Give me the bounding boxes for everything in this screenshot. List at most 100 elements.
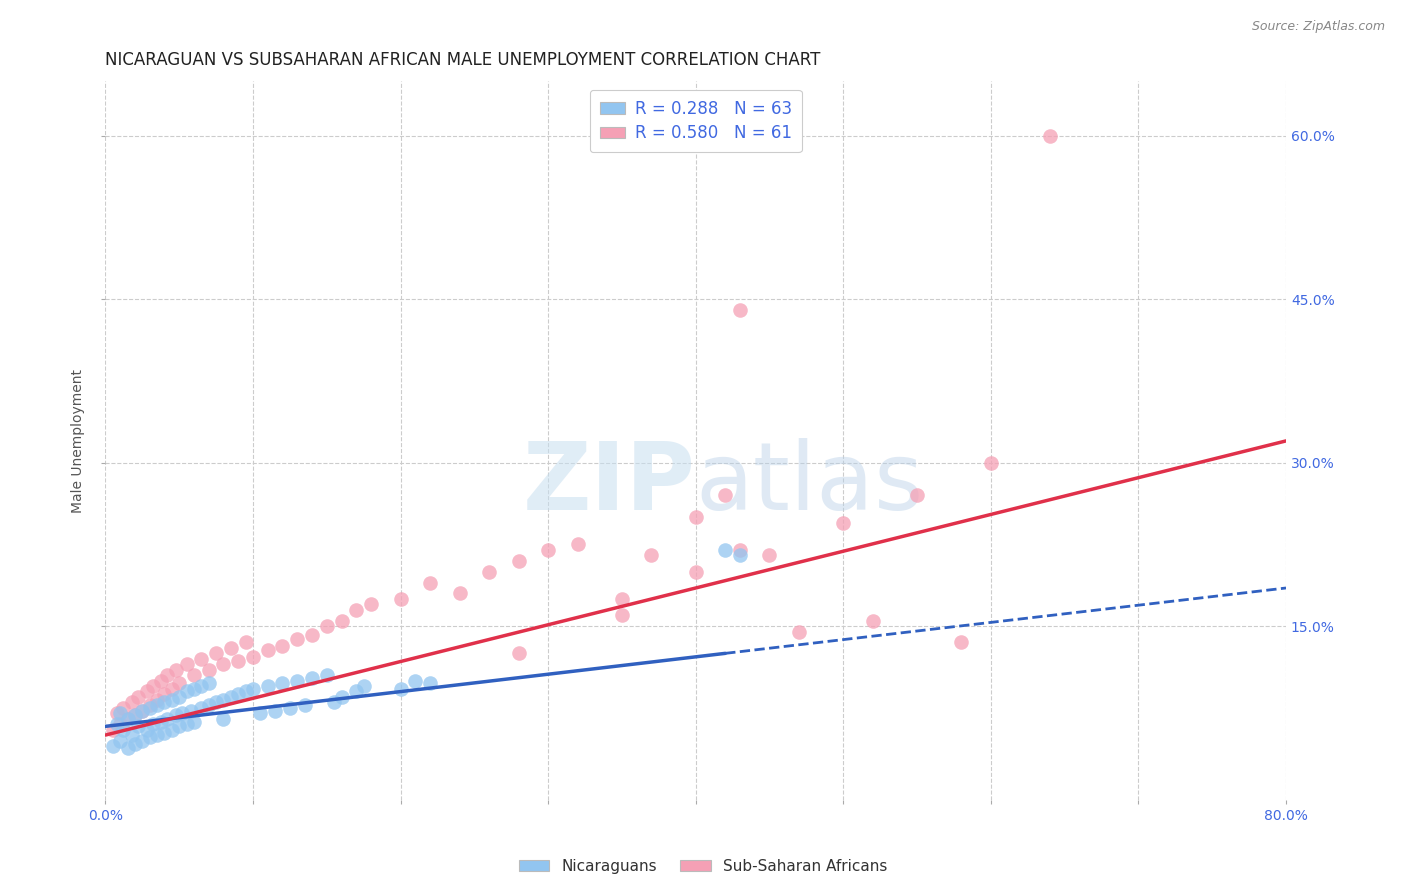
Point — [508, 646, 530, 660]
Point — [176, 684, 198, 698]
Point — [190, 701, 212, 715]
Point — [108, 733, 131, 747]
Point — [567, 537, 589, 551]
Point — [832, 516, 855, 530]
Point — [146, 698, 169, 712]
Point — [197, 698, 219, 712]
Point — [242, 682, 264, 697]
Point — [980, 456, 1002, 470]
Point — [135, 723, 157, 737]
Point — [165, 708, 187, 723]
Point — [138, 701, 160, 715]
Point — [108, 706, 131, 721]
Point — [165, 663, 187, 677]
Point — [127, 690, 149, 704]
Point — [256, 679, 278, 693]
Point — [124, 737, 146, 751]
Point — [153, 695, 176, 709]
Point — [285, 632, 308, 647]
Point — [264, 704, 287, 718]
Text: Source: ZipAtlas.com: Source: ZipAtlas.com — [1251, 20, 1385, 33]
Point — [153, 687, 176, 701]
Point — [610, 591, 633, 606]
Point — [315, 668, 337, 682]
Point — [205, 646, 228, 660]
Point — [212, 693, 235, 707]
Point — [862, 614, 884, 628]
Point — [131, 704, 153, 718]
Point — [167, 719, 190, 733]
Point — [323, 695, 346, 709]
Point — [146, 693, 169, 707]
Point — [219, 640, 242, 655]
Point — [121, 695, 143, 709]
Point — [404, 673, 426, 688]
Point — [353, 679, 375, 693]
Point — [301, 672, 323, 686]
Point — [197, 663, 219, 677]
Point — [142, 679, 165, 693]
Point — [315, 619, 337, 633]
Point — [150, 673, 173, 688]
Point — [108, 717, 131, 731]
Point — [685, 565, 707, 579]
Point — [271, 639, 294, 653]
Point — [330, 614, 353, 628]
Point — [478, 565, 501, 579]
Point — [117, 741, 139, 756]
Point — [117, 712, 139, 726]
Point — [190, 679, 212, 693]
Point — [389, 682, 412, 697]
Point — [1039, 128, 1062, 143]
Point — [242, 649, 264, 664]
Point — [728, 542, 751, 557]
Point — [180, 704, 202, 718]
Point — [285, 673, 308, 688]
Point — [905, 488, 928, 502]
Point — [146, 728, 169, 742]
Point — [105, 717, 128, 731]
Point — [212, 712, 235, 726]
Point — [127, 719, 149, 733]
Point — [728, 549, 751, 563]
Point — [271, 675, 294, 690]
Point — [167, 690, 190, 704]
Point — [112, 701, 135, 715]
Text: atlas: atlas — [696, 438, 924, 530]
Point — [226, 654, 249, 668]
Point — [278, 701, 301, 715]
Text: NICARAGUAN VS SUBSAHARAN AFRICAN MALE UNEMPLOYMENT CORRELATION CHART: NICARAGUAN VS SUBSAHARAN AFRICAN MALE UN… — [105, 51, 821, 69]
Text: ZIP: ZIP — [523, 438, 696, 530]
Point — [138, 698, 160, 712]
Point — [685, 510, 707, 524]
Legend: R = 0.288   N = 63, R = 0.580   N = 61: R = 0.288 N = 63, R = 0.580 N = 61 — [589, 90, 801, 153]
Point — [508, 554, 530, 568]
Point — [183, 682, 205, 697]
Point — [419, 675, 441, 690]
Legend: Nicaraguans, Sub-Saharan Africans: Nicaraguans, Sub-Saharan Africans — [513, 853, 893, 880]
Point — [167, 675, 190, 690]
Point — [105, 706, 128, 721]
Point — [156, 712, 179, 726]
Point — [131, 733, 153, 747]
Point — [190, 652, 212, 666]
Point — [176, 717, 198, 731]
Point — [112, 723, 135, 737]
Point — [160, 693, 183, 707]
Point — [153, 726, 176, 740]
Point — [294, 698, 316, 712]
Point — [787, 624, 810, 639]
Point — [197, 675, 219, 690]
Point — [172, 706, 194, 721]
Point — [344, 603, 367, 617]
Y-axis label: Male Unemployment: Male Unemployment — [72, 369, 86, 513]
Point — [714, 542, 737, 557]
Point — [183, 714, 205, 729]
Point — [101, 723, 124, 737]
Point — [249, 706, 271, 721]
Point — [150, 714, 173, 729]
Point — [330, 690, 353, 704]
Point — [121, 728, 143, 742]
Point — [419, 575, 441, 590]
Point — [183, 668, 205, 682]
